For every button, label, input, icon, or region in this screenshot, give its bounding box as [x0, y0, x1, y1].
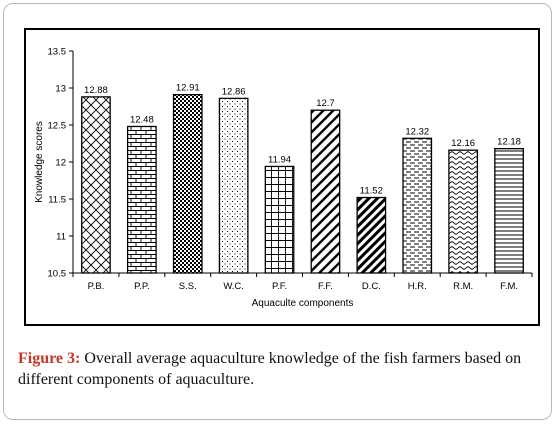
bar [448, 149, 479, 274]
chart-frame: 10.5 11 11.5 12 12.5 13 13.5 12.88 P.B. 12.48 P.P.… [24, 28, 540, 326]
y-tick-label: 12 [55, 158, 66, 169]
x-tick-label: W.C. [223, 281, 244, 292]
bar [126, 125, 157, 274]
bar [310, 109, 341, 274]
data-label: 12.32 [405, 126, 429, 137]
y-tick-label: 12.5 [48, 121, 67, 132]
y-axis-title: Knowledge scores [34, 121, 45, 203]
x-tick-label: P.F. [272, 281, 287, 292]
bar-chart: 10.5 11 11.5 12 12.5 13 13.5 12.88 P.B. 12.48 P.P.… [34, 47, 533, 310]
x-axis-title: Aquaculte components [252, 298, 354, 309]
x-tick-label: H.R. [408, 281, 427, 292]
labels-layer: 10.5 11 11.5 12 12.5 13 13.5 12.88 P.B. 12.48 P.P.… [34, 47, 521, 310]
figure-caption-text: Overall average aquaculture knowledge of… [18, 350, 522, 388]
x-tick-label: D.C. [362, 281, 381, 292]
data-label: 12.48 [130, 114, 154, 125]
bar [264, 165, 295, 274]
x-tick-label: R.M. [453, 281, 473, 292]
bars-layer [81, 94, 524, 274]
x-tick-label: P.P. [134, 281, 150, 292]
data-label: 12.16 [451, 138, 475, 149]
data-label: 12.18 [497, 137, 521, 148]
y-tick-label: 11 [56, 232, 66, 243]
bar [172, 94, 203, 274]
x-tick-label: F.F. [318, 281, 333, 292]
figure-caption: Figure 3: Overall average aquaculture kn… [18, 348, 548, 390]
data-label: 12.7 [316, 98, 335, 109]
data-label: 12.86 [222, 86, 246, 97]
data-label: 12.91 [176, 83, 200, 94]
x-tick-label: P.B. [88, 281, 105, 292]
bar [494, 148, 524, 274]
y-tick-label: 13 [55, 84, 66, 95]
bar [402, 137, 433, 274]
bar [81, 96, 111, 274]
data-label: 11.52 [360, 186, 383, 197]
data-label: 11.94 [268, 154, 291, 165]
bar [356, 196, 387, 274]
x-tick-label: S.S. [179, 281, 197, 292]
y-tick-label: 13.5 [48, 47, 67, 58]
figure-label: Figure 3: [18, 350, 81, 367]
y-tick-label: 10.5 [48, 269, 67, 280]
bar [218, 97, 249, 274]
figure-card: 10.5 11 11.5 12 12.5 13 13.5 12.88 P.B. 12.48 P.P.… [3, 3, 552, 420]
x-tick-label: F.M. [500, 281, 518, 292]
data-label: 12.88 [84, 85, 108, 96]
y-tick-label: 11.5 [48, 195, 66, 206]
